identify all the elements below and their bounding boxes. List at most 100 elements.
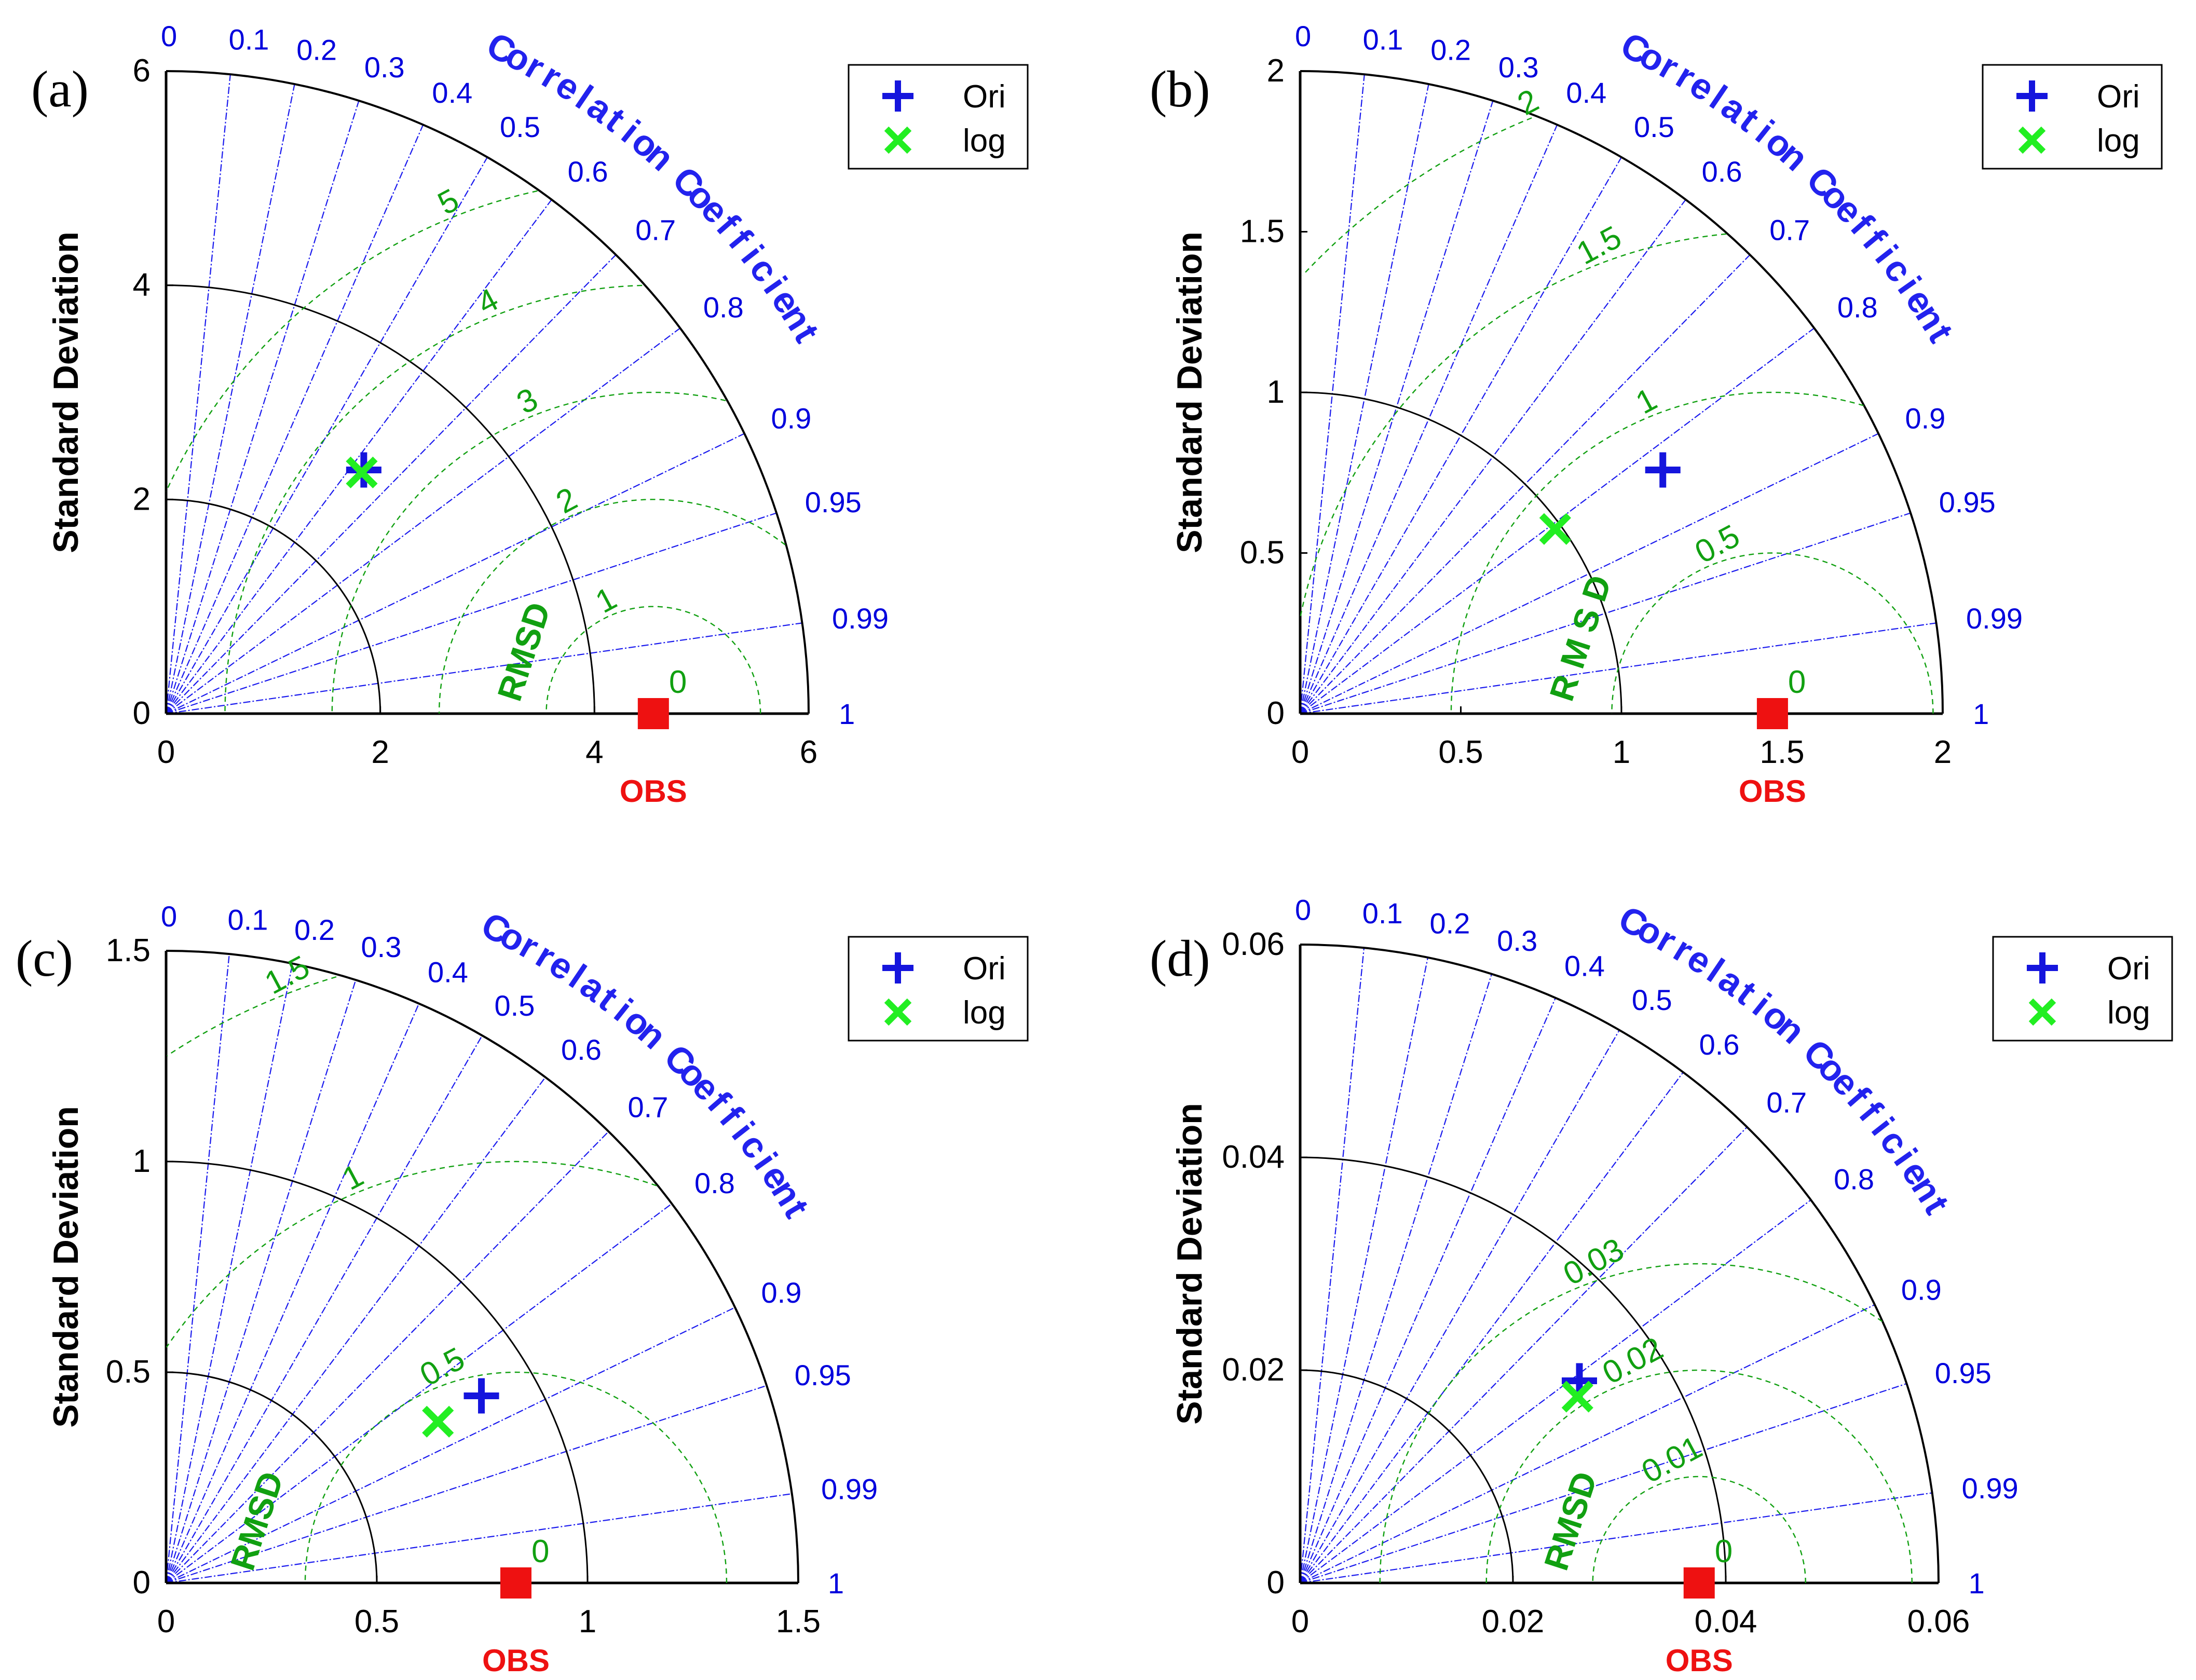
x-tick-label: 0.5 — [354, 1604, 399, 1640]
panel-label: (a) — [31, 60, 89, 118]
correlation-line — [166, 1076, 546, 1583]
x-tick-label: 0.06 — [1907, 1604, 1970, 1640]
y-tick-label: 2 — [133, 481, 151, 517]
legend-label: log — [963, 995, 1006, 1031]
y-tick-label: 0.5 — [1240, 535, 1285, 571]
rmsd-contour-label: 0.02 — [1597, 1330, 1669, 1391]
panel-label: (c) — [16, 930, 73, 987]
correlation-tick-label: 0.4 — [1566, 76, 1606, 109]
x-tick-label: 2 — [1934, 734, 1952, 770]
y-tick-label: 4 — [133, 267, 151, 303]
legend: Ori log — [1982, 64, 2163, 170]
correlation-line — [1299, 998, 1557, 1583]
cross-icon — [884, 126, 912, 154]
y-tick-label: 0.5 — [106, 1354, 151, 1390]
correlation-tick-label: 0.7 — [635, 213, 676, 246]
x-tick-label: 0.02 — [1482, 1604, 1545, 1640]
correlation-line — [165, 1003, 420, 1583]
legend-label: log — [2097, 123, 2140, 159]
correlation-tick-label: 0 — [1295, 20, 1311, 52]
plus-icon — [2027, 952, 2058, 984]
correlation-tick-label: 0.99 — [1962, 1472, 2018, 1505]
correlation-tick-label: 0.6 — [568, 155, 608, 188]
point-ori — [463, 1378, 499, 1414]
y-tick-label: 2 — [1267, 53, 1285, 89]
correlation-tick-label: 0.1 — [229, 23, 269, 56]
obs-marker — [500, 1567, 531, 1599]
correlation-tick-label: 0.3 — [364, 51, 405, 84]
correlation-tick-label: 0.95 — [1939, 486, 1996, 518]
correlation-line — [1299, 974, 1493, 1583]
rmsd-contour-label: 2 — [1512, 83, 1545, 122]
std-arc — [1300, 391, 1622, 714]
x-tick-label: 2 — [371, 734, 389, 770]
obs-marker — [1756, 698, 1788, 729]
legend-label: Ori — [963, 79, 1006, 115]
y-axis-title: Standard Deviation — [1170, 1103, 1209, 1425]
correlation-tick-label: 0.99 — [1966, 602, 2023, 635]
rmsd-contour-label: 2 — [550, 481, 583, 521]
legend-box — [848, 936, 1029, 1042]
legend: Ori log — [848, 936, 1029, 1042]
y-tick-label: 1.5 — [1240, 214, 1285, 250]
correlation-tick-label: 1 — [1973, 698, 1989, 730]
legend-box — [1982, 64, 2163, 170]
correlation-tick-label: 0.95 — [1935, 1357, 1992, 1389]
correlation-tick-label: 0.99 — [832, 602, 889, 635]
correlation-line — [165, 84, 295, 714]
rmsd-zero-label: 0 — [669, 664, 687, 700]
correlation-line — [1300, 1199, 1811, 1583]
correlation-tick-label: 0.6 — [561, 1033, 602, 1066]
correlation-tick-label: 0.6 — [1702, 155, 1742, 188]
rmsd-contour-label: 0.5 — [1689, 518, 1746, 570]
rmsd-contour-label: 3 — [511, 381, 544, 421]
correlation-tick-label: 1 — [1969, 1567, 1985, 1600]
point-log — [422, 1405, 454, 1438]
correlation-tick-label: 0.7 — [1766, 1086, 1807, 1118]
legend-label: Ori — [2097, 79, 2140, 115]
rmsd-title: R M S D — [1542, 570, 1618, 705]
legend-box — [848, 64, 1029, 170]
x-tick-label: 1.5 — [1759, 734, 1804, 770]
correlation-line — [1299, 948, 1365, 1583]
correlation-tick-label: 0.8 — [1837, 291, 1878, 323]
correlation-line — [1300, 1030, 1620, 1583]
correlation-line — [165, 100, 360, 714]
rmsd-contour-label: 1 — [590, 580, 622, 620]
rmsd-contour — [1592, 1476, 1806, 1583]
correlation-tick-label: 0 — [1295, 893, 1311, 926]
legend-label: Ori — [2107, 951, 2150, 987]
point-ori — [1645, 452, 1681, 488]
std-arc — [1300, 1156, 1727, 1583]
y-tick-label: 0 — [1267, 695, 1285, 731]
rmsd-contour — [166, 1160, 657, 1348]
correlation-tick-label: 0.1 — [227, 903, 268, 936]
correlation-tick-label: 1 — [828, 1567, 844, 1600]
plus-icon — [2016, 80, 2048, 112]
rmsd-contour — [1302, 117, 1532, 276]
correlation-tick-label: 0.3 — [1497, 924, 1537, 957]
rmsd-contour-label: 1 — [1630, 381, 1663, 421]
y-axis-title: Standard Deviation — [1170, 231, 1209, 553]
correlation-line — [166, 1307, 735, 1583]
correlation-tick-label: 0.9 — [761, 1276, 801, 1309]
rmsd-contour — [545, 606, 761, 714]
correlation-tick-label: 0.9 — [1905, 402, 1945, 435]
y-tick-label: 0 — [1267, 1565, 1285, 1601]
std-arc — [166, 498, 381, 714]
obs-label: OBS — [482, 1643, 550, 1678]
y-tick-label: 0.06 — [1222, 926, 1285, 962]
correlation-tick-label: 0.2 — [294, 913, 335, 946]
x-tick-label: 0 — [1291, 1604, 1309, 1640]
correlation-tick-label: 0.9 — [771, 402, 811, 435]
correlation-tick-label: 0.5 — [494, 989, 535, 1022]
obs-label: OBS — [1739, 774, 1806, 809]
y-axis-title: Standard Deviation — [46, 231, 86, 553]
y-axis-title: Standard Deviation — [46, 1106, 86, 1428]
correlation-tick-label: 0.2 — [1430, 907, 1470, 940]
correlation-line — [1299, 957, 1429, 1583]
